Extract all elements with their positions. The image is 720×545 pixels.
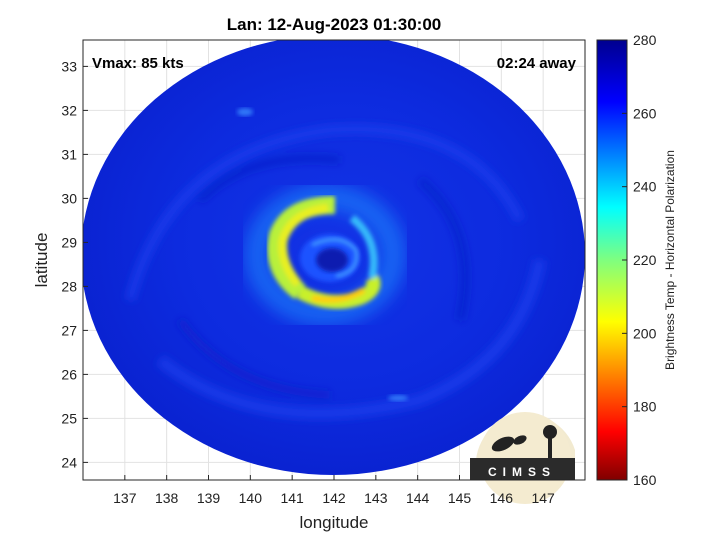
satellite-dish-small-icon [513, 435, 527, 445]
y-tick-label: 30 [61, 190, 77, 206]
y-axis-label: latitude [32, 233, 51, 288]
x-axis-label: longitude [299, 513, 368, 532]
x-tick-label: 140 [239, 490, 263, 506]
y-tick-label: 28 [61, 278, 77, 294]
y-tick-label: 25 [61, 410, 77, 426]
water-tower-leg [548, 438, 552, 460]
spiral-bands [125, 124, 546, 420]
colorbar-ticks: 160 180 200 220 240 260 280 [622, 32, 657, 488]
x-tick-label: 143 [364, 490, 388, 506]
eyewall-east-arc [349, 214, 378, 279]
cimss-logo: CIMSS [470, 412, 575, 504]
x-tick-label: 146 [490, 490, 514, 506]
microwave-image [83, 40, 585, 475]
x-tick-label: 139 [197, 490, 221, 506]
time-away-label: 02:24 away [497, 55, 577, 72]
x-tick-label: 138 [155, 490, 179, 506]
outer-band-5 [176, 317, 331, 399]
x-tick-label: 147 [531, 490, 555, 506]
y-tick-label: 32 [61, 102, 77, 118]
y-tick-label: 27 [61, 322, 77, 338]
y-tick-label: 31 [61, 146, 77, 162]
colorbar-tick-label: 240 [633, 179, 657, 195]
colorbar-tick-label: 200 [633, 325, 657, 341]
colorbar-tick-label: 180 [633, 399, 657, 415]
logo-text: CIMSS [488, 465, 556, 479]
y-tick-label: 29 [61, 234, 77, 250]
y-tick-label: 26 [61, 366, 77, 382]
speckle-se [388, 395, 408, 401]
outer-band-3 [197, 154, 341, 203]
colorbar-tick-label: 220 [633, 252, 657, 268]
x-tick-label: 141 [280, 490, 304, 506]
logo-ground [470, 458, 575, 480]
y-tick-label: 33 [61, 58, 77, 74]
eyewall-west-core [278, 203, 329, 287]
satellite-dish-icon [491, 436, 515, 452]
chart-title: Lan: 12-Aug-2023 01:30:00 [227, 15, 441, 34]
x-tick-label: 137 [113, 490, 137, 506]
eyewall-south-core [311, 287, 366, 303]
outer-band-4 [417, 176, 470, 321]
speckle-nw [237, 108, 253, 116]
eyewall-ring [267, 196, 381, 309]
outer-band-1 [125, 124, 525, 302]
eye [316, 248, 348, 272]
y-axis-ticks: 24 25 26 27 28 29 30 31 32 33 [61, 58, 88, 470]
inner-eyewall [311, 238, 359, 278]
x-tick-label: 144 [406, 490, 430, 506]
x-tick-label: 142 [322, 490, 346, 506]
colorbar-tick-label: 260 [633, 105, 657, 121]
outer-band-2 [156, 258, 546, 420]
water-tower-icon [543, 425, 557, 439]
x-tick-label: 145 [448, 490, 472, 506]
x-axis-ticks: 137 138 139 140 141 142 143 144 145 146 147 [113, 475, 555, 506]
colorbar-tick-label: 160 [633, 472, 657, 488]
colorbar-label: Brightness Temp - Horizontal Polarizatio… [663, 150, 677, 370]
vmax-label: Vmax: 85 kts [92, 55, 184, 72]
y-tick-label: 24 [61, 454, 77, 470]
colorbar-tick-label: 280 [633, 32, 657, 48]
colorbar: 160 180 200 220 240 260 280 Brightness Temp - … [596, 32, 677, 488]
